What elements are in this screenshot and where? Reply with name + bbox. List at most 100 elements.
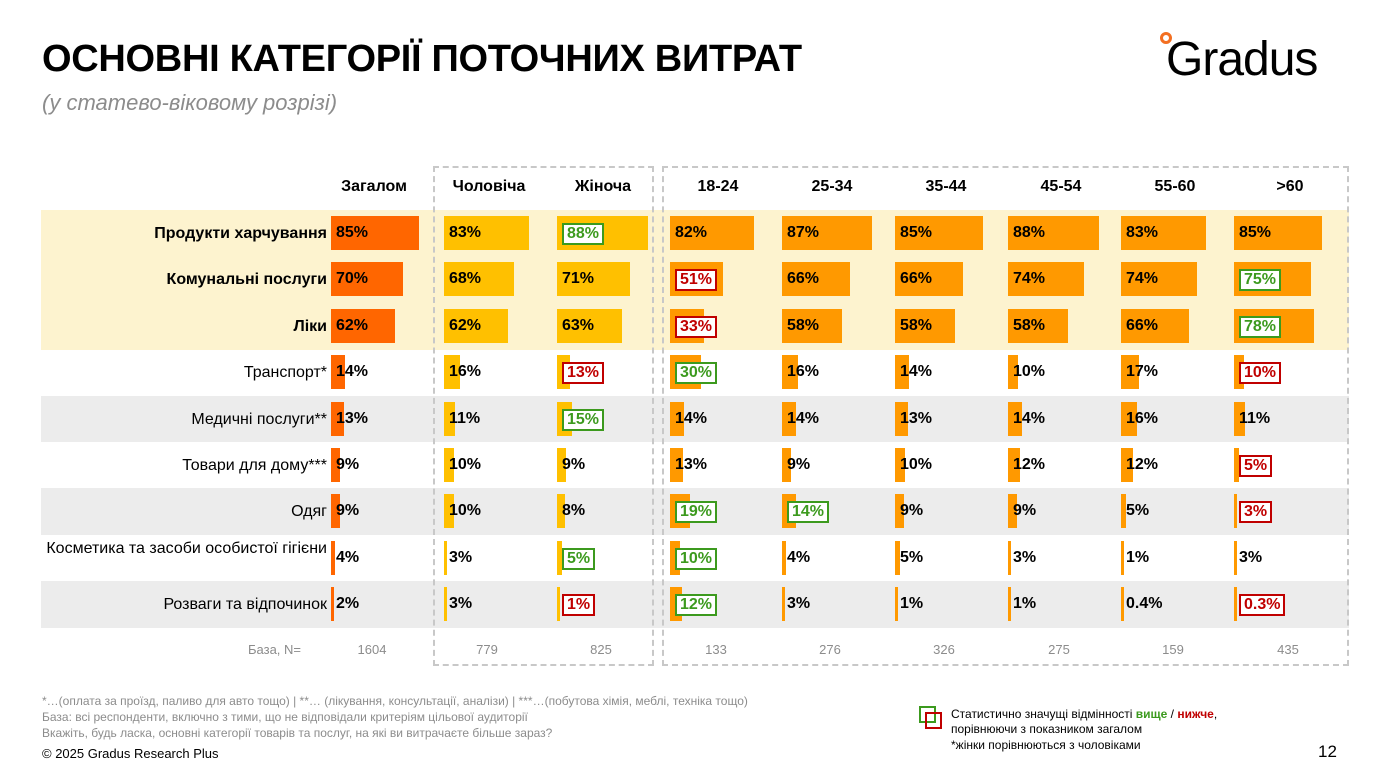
data-label: 74% <box>1126 270 1159 288</box>
data-label: 10% <box>449 502 482 520</box>
bar <box>331 587 334 622</box>
data-label: 12% <box>675 594 718 617</box>
data-label: 3% <box>1013 548 1037 566</box>
bar <box>1008 262 1085 297</box>
bar <box>1008 587 1011 622</box>
data-label: 51% <box>675 269 718 292</box>
bar <box>1008 355 1019 390</box>
legend-line-2: порівнюючи з показником загалом <box>951 722 1143 736</box>
data-label: 17% <box>1126 363 1159 381</box>
data-label: 16% <box>449 363 482 381</box>
footnote-question: Вкажіть, будь ласка, основні категорії т… <box>42 726 553 740</box>
bar <box>1008 448 1021 482</box>
data-label: 4% <box>787 548 811 566</box>
data-label: 3% <box>1239 501 1273 524</box>
bar <box>444 401 456 436</box>
base-value: 133 <box>705 642 727 657</box>
column-header: Чоловіча <box>452 178 526 195</box>
data-label: 12% <box>1126 456 1159 473</box>
bar <box>557 540 563 575</box>
bar <box>1234 494 1238 529</box>
legend-lower-square-icon <box>925 712 942 729</box>
data-label: 87% <box>787 224 820 241</box>
footnote-base: База: всі респонденти, включно з тими, щ… <box>42 710 528 724</box>
data-label: 2% <box>336 595 360 613</box>
data-label: 13% <box>336 409 369 427</box>
data-label: 10% <box>675 547 718 570</box>
base-value: 1604 <box>357 642 387 657</box>
data-label: 0.4% <box>1126 595 1163 613</box>
data-label: 3% <box>787 595 811 613</box>
bar <box>1121 540 1124 575</box>
base-value: 779 <box>476 642 498 657</box>
bar <box>1234 587 1237 622</box>
row-label: Комунальні послуги <box>166 271 327 289</box>
page-title: ОСНОВНІ КАТЕГОРІЇ ПОТОЧНИХ ВИТРАТ <box>42 38 802 80</box>
data-label: 75% <box>1239 269 1282 292</box>
data-label: 63% <box>562 316 595 334</box>
data-label: 88% <box>1013 224 1046 241</box>
data-label: 1% <box>1126 548 1150 566</box>
data-label: 9% <box>1013 502 1037 520</box>
data-label: 11% <box>1239 409 1271 427</box>
bar <box>557 587 560 622</box>
bar <box>1121 448 1134 482</box>
bar <box>444 262 515 297</box>
bar <box>557 308 622 343</box>
base-value: 435 <box>1277 642 1299 657</box>
bar <box>782 540 787 575</box>
bar <box>444 494 455 529</box>
bar <box>670 401 685 436</box>
data-label: 62% <box>449 316 482 334</box>
base-label: База, N= <box>248 642 302 657</box>
column-header: Загалом <box>341 178 407 195</box>
legend-line-3: *жінки порівнюються з чоловіками <box>951 738 1141 752</box>
legend-higher: вище <box>1135 707 1168 721</box>
legend-higher-square-icon <box>919 706 936 723</box>
column-header: 35-44 <box>925 178 967 195</box>
base-value: 159 <box>1162 642 1184 657</box>
data-label: 3% <box>449 548 473 566</box>
data-label: 83% <box>1126 224 1159 241</box>
data-label: 9% <box>336 456 360 473</box>
bar <box>895 587 898 622</box>
data-label: 13% <box>900 409 933 427</box>
age-group-box <box>662 166 1349 666</box>
bar <box>444 216 530 250</box>
column-header: 55-60 <box>1154 178 1196 195</box>
logo-ring-icon <box>1160 32 1172 44</box>
data-label: 30% <box>675 362 718 385</box>
copyright: © 2025 Gradus Research Plus <box>42 746 219 761</box>
bar <box>1008 540 1012 575</box>
bar <box>331 401 345 436</box>
data-label: 85% <box>336 224 369 241</box>
data-label: 10% <box>1239 362 1282 385</box>
bar <box>895 262 963 297</box>
data-label: 13% <box>675 456 708 473</box>
row-label: Розваги та відпочинок <box>163 596 327 614</box>
bar <box>1008 308 1068 343</box>
bar <box>895 216 983 250</box>
data-label: 19% <box>675 501 718 524</box>
bar <box>1121 401 1138 436</box>
data-label: 78% <box>1239 315 1282 338</box>
bar <box>557 448 567 482</box>
data-label: 14% <box>787 409 820 427</box>
data-label: 14% <box>1013 409 1046 427</box>
bar <box>331 540 336 575</box>
base-value: 825 <box>590 642 612 657</box>
data-label: 14% <box>787 501 830 524</box>
row-label: Косметика та засоби особистої гігієни <box>46 539 327 557</box>
data-label: 8% <box>562 502 586 520</box>
bar <box>331 355 346 390</box>
row-label: Медичні послуги** <box>191 410 327 428</box>
data-label: 58% <box>787 316 820 334</box>
data-label: 68% <box>449 270 482 288</box>
bar <box>895 401 909 436</box>
column-header: 45-54 <box>1040 178 1082 195</box>
data-label: 9% <box>562 456 586 473</box>
data-label: 3% <box>1239 548 1263 566</box>
logo-text: Gradus <box>1166 33 1318 86</box>
column-header: 18-24 <box>697 178 739 195</box>
bar <box>1234 216 1322 250</box>
